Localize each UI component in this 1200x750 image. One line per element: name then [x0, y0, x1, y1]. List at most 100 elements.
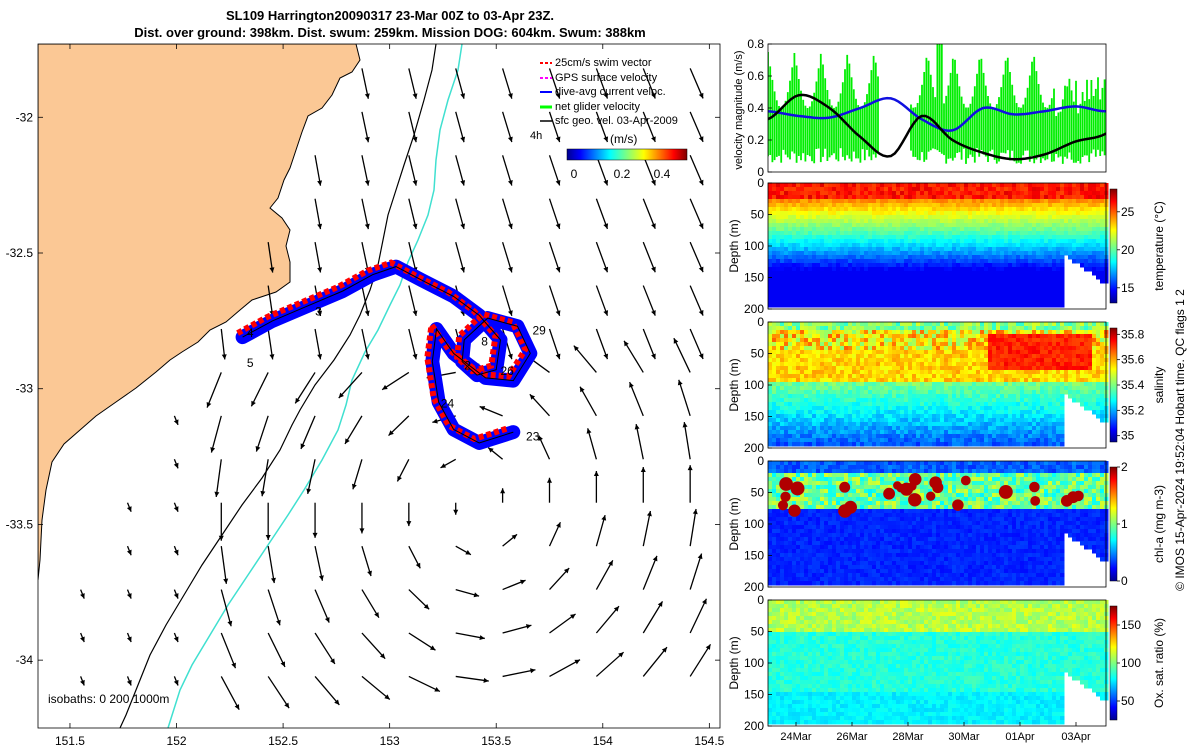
- section-cell: [972, 390, 977, 395]
- section-cell: [1068, 362, 1073, 367]
- section-cell: [852, 386, 857, 391]
- section-cell: [1024, 243, 1029, 248]
- section-cell: [896, 374, 901, 379]
- section-cell: [1020, 195, 1025, 200]
- section-cell: [840, 402, 845, 407]
- section-cell: [812, 267, 817, 272]
- section-cell: [896, 219, 901, 224]
- section-cell: [920, 354, 925, 359]
- section-cell: [820, 370, 825, 375]
- section-cell: [820, 239, 825, 244]
- section-cell: [1036, 346, 1041, 351]
- section-cell: [864, 394, 869, 399]
- velocity-arrow: [267, 328, 274, 360]
- section-cell: [1008, 382, 1013, 387]
- section-cell: [1008, 215, 1013, 220]
- section-cell: [1092, 187, 1097, 192]
- section-cell: [852, 259, 857, 264]
- section-cell: [984, 346, 989, 351]
- section-cell: [784, 195, 789, 200]
- section-cell: [972, 287, 977, 292]
- glider-track: [235, 259, 538, 450]
- section-cell: [848, 354, 853, 359]
- velocity-arrow: [595, 560, 614, 590]
- section-cell: [1000, 191, 1005, 196]
- section-cell: [972, 211, 977, 216]
- section-cell: [936, 223, 941, 228]
- section-cell: [960, 334, 965, 339]
- section-cell: [788, 322, 793, 327]
- section-cell: [872, 247, 877, 252]
- section-cell: [768, 390, 773, 395]
- velocity-arrowhead: [555, 223, 561, 229]
- section-cell: [980, 354, 985, 359]
- section-cell: [1084, 326, 1089, 331]
- section-cell: [992, 231, 997, 236]
- velocity-arrowhead: [651, 353, 656, 360]
- section-cell: [1008, 243, 1013, 248]
- section-cell: [884, 358, 889, 363]
- section-cell: [896, 330, 901, 335]
- velocity-arrow: [501, 111, 513, 143]
- section-cell: [968, 251, 973, 256]
- section-cell: [784, 251, 789, 256]
- section-cell: [864, 402, 869, 407]
- section-cell: [896, 259, 901, 264]
- section-cell: [868, 255, 873, 260]
- section-cell: [924, 203, 929, 208]
- section-cell: [788, 263, 793, 268]
- section-cell: [848, 342, 853, 347]
- section-cell: [804, 207, 809, 212]
- section-cell: [880, 303, 885, 308]
- section-cell: [812, 295, 817, 300]
- section-cell: [868, 259, 873, 264]
- section-cell: [856, 199, 861, 204]
- section-cell: [920, 382, 925, 387]
- section-cell: [808, 386, 813, 391]
- section-cell: [812, 191, 817, 196]
- section-cell: [920, 223, 925, 228]
- section-cell: [832, 275, 837, 280]
- section-cell: [1000, 350, 1005, 355]
- section-cell: [888, 334, 893, 339]
- section-cell: [924, 211, 929, 216]
- section-cell: [992, 247, 997, 252]
- section-cell: [976, 259, 981, 264]
- section-cell: [804, 227, 809, 232]
- section-cell: [832, 398, 837, 403]
- section-cell: [1096, 350, 1101, 355]
- section-cell: [916, 303, 921, 308]
- velocity-arrow: [549, 659, 581, 677]
- section-cell: [1088, 378, 1093, 383]
- section-cell: [816, 251, 821, 256]
- section-cell: [968, 255, 973, 260]
- day-label: 23: [526, 429, 540, 443]
- section-cell: [1076, 219, 1081, 224]
- velocity-arrowhead: [651, 92, 656, 99]
- velocity-arrowhead: [651, 136, 656, 142]
- section-cell: [1004, 219, 1009, 224]
- section-cell: [772, 215, 777, 220]
- section-cell: [924, 195, 929, 200]
- section-cell: [936, 199, 941, 204]
- section-cell: [1092, 199, 1097, 204]
- section-cell: [1052, 326, 1057, 331]
- section-cell: [1012, 386, 1017, 391]
- section-cell: [868, 295, 873, 300]
- section-cell: [860, 223, 865, 228]
- section-cell: [972, 330, 977, 335]
- section-cell: [908, 390, 913, 395]
- section-cell: [1096, 199, 1101, 204]
- section-cell: [828, 203, 833, 208]
- section-cell: [784, 299, 789, 304]
- section-cell: [832, 370, 837, 375]
- section-cell: [1072, 203, 1077, 208]
- section-cell: [796, 338, 801, 343]
- section-cell: [932, 358, 937, 363]
- section-cell: [1028, 203, 1033, 208]
- section-cell: [960, 263, 965, 268]
- section-cell: [1000, 183, 1005, 188]
- section-cell: [1084, 406, 1089, 411]
- section-cell: [804, 303, 809, 308]
- section-cell: [936, 207, 941, 212]
